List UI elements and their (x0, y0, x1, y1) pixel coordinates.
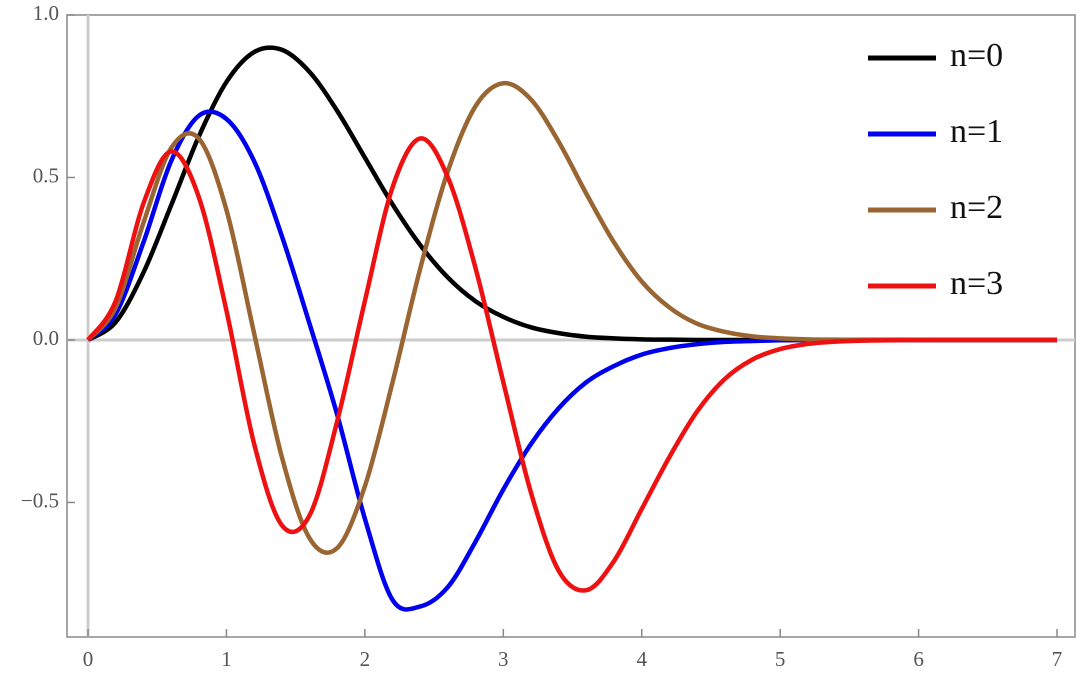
y-tick-label: −0.5 (21, 488, 59, 512)
series-line (86, 80, 1057, 555)
y-tick-label: 1.0 (33, 1, 59, 25)
series-line (86, 136, 1057, 593)
x-tick-label: 4 (636, 647, 647, 671)
legend-label: n=3 (950, 265, 1003, 302)
x-tick-label: 2 (360, 647, 371, 671)
x-tick-label: 5 (775, 647, 786, 671)
y-tick-label: 0.5 (33, 163, 59, 187)
series-line (86, 45, 1057, 343)
x-tick-label: 3 (498, 647, 509, 671)
legend-label: n=2 (950, 189, 1003, 226)
x-tick-label: 1 (221, 647, 232, 671)
x-tick-label: 6 (913, 647, 924, 671)
y-tick-label: 0.0 (33, 326, 59, 350)
legend-label: n=1 (950, 113, 1003, 150)
x-tick-label: 0 (83, 647, 94, 671)
series-line (86, 109, 1057, 612)
legend-label: n=0 (950, 37, 1003, 74)
x-tick-label: 7 (1052, 647, 1063, 671)
plot-frame (66, 14, 1076, 638)
